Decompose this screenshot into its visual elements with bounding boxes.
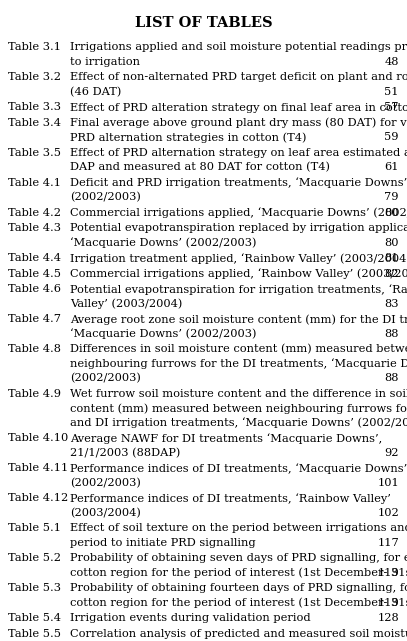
Text: content (mm) measured between neighbouring furrows for the PRD: content (mm) measured between neighbouri… <box>70 403 407 413</box>
Text: Differences in soil moisture content (mm) measured between: Differences in soil moisture content (mm… <box>70 344 407 354</box>
Text: Potential evapotranspiration replaced by irrigation applications,: Potential evapotranspiration replaced by… <box>70 223 407 233</box>
Text: Probability of obtaining seven days of PRD signalling, for each: Probability of obtaining seven days of P… <box>70 553 407 563</box>
Text: 81: 81 <box>385 253 399 263</box>
Text: LIST OF TABLES: LIST OF TABLES <box>135 16 272 30</box>
Text: Table 5.4: Table 5.4 <box>8 613 61 623</box>
Text: cotton region for the period of interest (1st December- 31st January): cotton region for the period of interest… <box>70 567 407 578</box>
Text: Correlation analysis of predicted and measured soil moisture over: Correlation analysis of predicted and me… <box>70 629 407 638</box>
Text: 61: 61 <box>385 162 399 172</box>
Text: Irrigations applied and soil moisture potential readings prior: Irrigations applied and soil moisture po… <box>70 42 407 52</box>
Text: DAP and measured at 80 DAT for cotton (T4): DAP and measured at 80 DAT for cotton (T… <box>70 162 330 172</box>
Text: Wet furrow soil moisture content and the difference in soil moisture: Wet furrow soil moisture content and the… <box>70 388 407 399</box>
Text: ‘Macquarie Downs’ (2002/2003): ‘Macquarie Downs’ (2002/2003) <box>70 329 256 339</box>
Text: 57: 57 <box>385 102 399 112</box>
Text: Performance indices of DI treatments, ‘Macquarie Downs’: Performance indices of DI treatments, ‘M… <box>70 463 407 474</box>
Text: Effect of PRD alteration strategy on final leaf area in cotton (T2).: Effect of PRD alteration strategy on fin… <box>70 102 407 113</box>
Text: 79: 79 <box>385 192 399 202</box>
Text: Deficit and PRD irrigation treatments, ‘Macquarie Downs’: Deficit and PRD irrigation treatments, ‘… <box>70 178 407 188</box>
Text: 51: 51 <box>385 87 399 97</box>
Text: 102: 102 <box>377 508 399 517</box>
Text: 101: 101 <box>377 478 399 488</box>
Text: Table 4.2: Table 4.2 <box>8 208 61 217</box>
Text: Effect of soil texture on the period between irrigations and the: Effect of soil texture on the period bet… <box>70 523 407 533</box>
Text: 119: 119 <box>377 567 399 578</box>
Text: 82: 82 <box>385 269 399 279</box>
Text: period to initiate PRD signalling: period to initiate PRD signalling <box>70 538 256 547</box>
Text: neighbouring furrows for the DI treatments, ‘Macquarie Downs’: neighbouring furrows for the DI treatmen… <box>70 358 407 369</box>
Text: Table 3.1: Table 3.1 <box>8 42 61 52</box>
Text: 59: 59 <box>385 132 399 142</box>
Text: 88: 88 <box>385 329 399 338</box>
Text: PRD alternation strategies in cotton (T4): PRD alternation strategies in cotton (T4… <box>70 132 306 143</box>
Text: 128: 128 <box>377 613 399 623</box>
Text: Table 5.5: Table 5.5 <box>8 629 61 638</box>
Text: 119: 119 <box>377 597 399 608</box>
Text: 88: 88 <box>385 373 399 383</box>
Text: to irrigation: to irrigation <box>70 56 140 67</box>
Text: 83: 83 <box>385 299 399 308</box>
Text: Table 4.1: Table 4.1 <box>8 178 61 188</box>
Text: 92: 92 <box>385 447 399 458</box>
Text: ‘Macquarie Downs’ (2002/2003): ‘Macquarie Downs’ (2002/2003) <box>70 238 256 248</box>
Text: Table 5.2: Table 5.2 <box>8 553 61 563</box>
Text: Table 4.12: Table 4.12 <box>8 493 68 503</box>
Text: Average root zone soil moisture content (mm) for the DI treatments,: Average root zone soil moisture content … <box>70 314 407 324</box>
Text: Table 4.10: Table 4.10 <box>8 433 68 443</box>
Text: Irrigation treatment applied, ‘Rainbow Valley’ (2003/2004): Irrigation treatment applied, ‘Rainbow V… <box>70 253 407 264</box>
Text: Table 5.3: Table 5.3 <box>8 583 61 593</box>
Text: Potential evapotranspiration for irrigation treatments, ‘Rainbow: Potential evapotranspiration for irrigat… <box>70 284 407 295</box>
Text: 21/1/2003 (88DAP): 21/1/2003 (88DAP) <box>70 447 180 458</box>
Text: 80: 80 <box>385 238 399 247</box>
Text: (2002/2003): (2002/2003) <box>70 373 141 383</box>
Text: Table 4.8: Table 4.8 <box>8 344 61 354</box>
Text: Table 4.7: Table 4.7 <box>8 314 61 324</box>
Text: Table 3.3: Table 3.3 <box>8 102 61 112</box>
Text: (2002/2003): (2002/2003) <box>70 478 141 488</box>
Text: Final average above ground plant dry mass (80 DAT) for various: Final average above ground plant dry mas… <box>70 117 407 128</box>
Text: and DI irrigation treatments, ‘Macquarie Downs’ (2002/2003)  88: and DI irrigation treatments, ‘Macquarie… <box>70 417 407 428</box>
Text: Effect of PRD alternation strategy on leaf area estimated at 40 and 50: Effect of PRD alternation strategy on le… <box>70 147 407 158</box>
Text: Average NAWF for DI treatments ‘Macquarie Downs’,: Average NAWF for DI treatments ‘Macquari… <box>70 433 382 444</box>
Text: Table 4.9: Table 4.9 <box>8 388 61 399</box>
Text: Table 4.11: Table 4.11 <box>8 463 68 473</box>
Text: 48: 48 <box>385 56 399 67</box>
Text: cotton region for the period of interest (1st December- 31st January): cotton region for the period of interest… <box>70 597 407 608</box>
Text: Table 3.4: Table 3.4 <box>8 117 61 128</box>
Text: Commercial irrigations applied, ‘Macquarie Downs’ (2002/2003): Commercial irrigations applied, ‘Macquar… <box>70 208 407 219</box>
Text: Table 3.5: Table 3.5 <box>8 147 61 158</box>
Text: (2002/2003): (2002/2003) <box>70 192 141 203</box>
Text: Performance indices of DI treatments, ‘Rainbow Valley’: Performance indices of DI treatments, ‘R… <box>70 493 391 504</box>
Text: 117: 117 <box>377 538 399 547</box>
Text: Table 5.1: Table 5.1 <box>8 523 61 533</box>
Text: (2003/2004): (2003/2004) <box>70 508 141 518</box>
Text: Valley’ (2003/2004): Valley’ (2003/2004) <box>70 299 182 309</box>
Text: Effect of non-alternated PRD target deficit on plant and root mass: Effect of non-alternated PRD target defi… <box>70 72 407 82</box>
Text: Table 4.3: Table 4.3 <box>8 223 61 233</box>
Text: Table 4.5: Table 4.5 <box>8 269 61 279</box>
Text: Table 4.6: Table 4.6 <box>8 284 61 294</box>
Text: 80: 80 <box>385 208 399 217</box>
Text: (46 DAT): (46 DAT) <box>70 87 121 97</box>
Text: Irrigation events during validation period: Irrigation events during validation peri… <box>70 613 311 623</box>
Text: Table 4.4: Table 4.4 <box>8 253 61 263</box>
Text: Table 3.2: Table 3.2 <box>8 72 61 82</box>
Text: Probability of obtaining fourteen days of PRD signalling, for each: Probability of obtaining fourteen days o… <box>70 583 407 593</box>
Text: Commercial irrigations applied, ‘Rainbow Valley’ (2003/2004): Commercial irrigations applied, ‘Rainbow… <box>70 269 407 279</box>
